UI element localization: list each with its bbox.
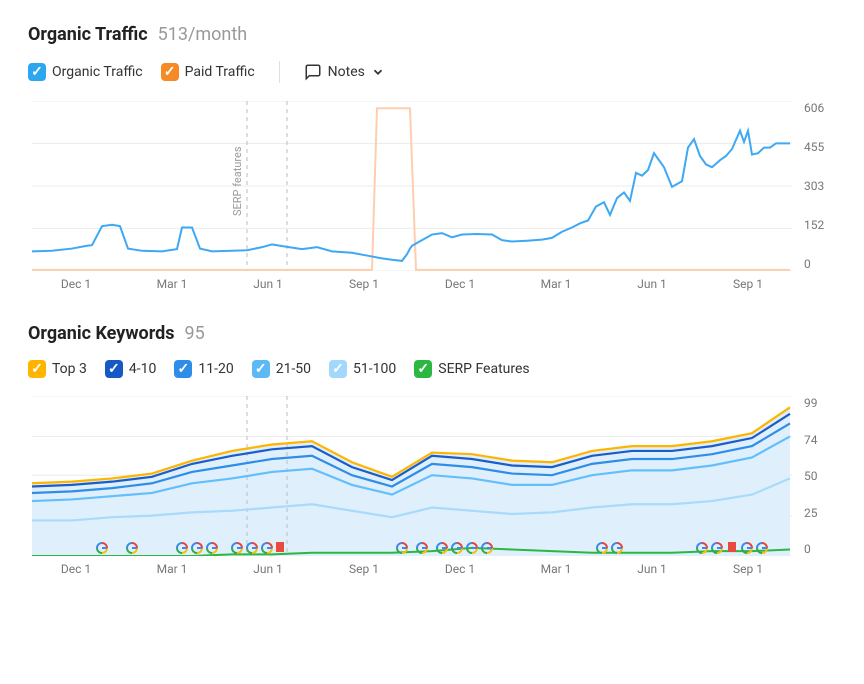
traffic-legend: ✓ Organic Traffic ✓ Paid Traffic Notes [28,61,836,83]
traffic-x-axis: Dec 1Mar 1Jun 1Sep 1Dec 1Mar 1Jun 1Sep 1 [28,277,836,291]
keywords-chart: 997450250 [28,396,836,556]
legend-r4_10[interactable]: ✓ 4-10 [105,360,156,378]
keywords-y-axis: 997450250 [796,396,836,556]
legend-label: 11-20 [198,361,233,377]
traffic-title-row: Organic Traffic 513/month [28,24,836,45]
legend-r21_50[interactable]: ✓ 21-50 [252,360,311,378]
checkbox-icon: ✓ [161,63,179,81]
checkbox-icon: ✓ [174,360,192,378]
checkbox-icon: ✓ [252,360,270,378]
legend-serp[interactable]: ✓ SERP Features [414,360,529,378]
legend-r51_100[interactable]: ✓ 51-100 [329,360,396,378]
legend-top3[interactable]: ✓ Top 3 [28,360,87,378]
traffic-value: 513/month [158,24,248,45]
checkbox-icon: ✓ [329,360,347,378]
legend-label: 4-10 [129,361,156,377]
checkbox-icon: ✓ [105,360,123,378]
legend-label: SERP Features [438,361,529,377]
legend-r11_20[interactable]: ✓ 11-20 [174,360,233,378]
notes-button[interactable]: Notes [304,63,385,81]
legend-label: Organic Traffic [52,64,143,80]
traffic-chart-svg: SERP features [28,101,796,271]
organic-keywords-section: Organic Keywords 95 ✓ Top 3 ✓ 4-10 ✓ 11-20 ✓ 21… [28,323,836,576]
legend-label: 21-50 [276,361,311,377]
svg-text:SERP features: SERP features [231,146,244,216]
keywords-title-row: Organic Keywords 95 [28,323,836,344]
keywords-x-axis: Dec 1Mar 1Jun 1Sep 1Dec 1Mar 1Jun 1Sep 1 [28,562,836,576]
checkbox-icon: ✓ [28,360,46,378]
legend-label: 51-100 [353,361,396,377]
notes-label: Notes [328,64,365,80]
organic-traffic-section: Organic Traffic 513/month ✓ Organic Traf… [28,24,836,291]
keywords-title: Organic Keywords [28,323,175,344]
legend-label: Paid Traffic [185,64,255,80]
traffic-y-axis: 6064553031520 [796,101,836,271]
checkbox-icon: ✓ [28,63,46,81]
traffic-title: Organic Traffic [28,24,148,45]
legend-organic-traffic[interactable]: ✓ Organic Traffic [28,63,143,81]
keywords-chart-svg [28,396,796,556]
notes-icon [304,63,322,81]
legend-paid-traffic[interactable]: ✓ Paid Traffic [161,63,255,81]
legend-label: Top 3 [52,361,87,377]
checkbox-icon: ✓ [414,360,432,378]
traffic-chart: SERP features 6064553031520 [28,101,836,271]
keywords-value: 95 [185,323,205,344]
chevron-down-icon [371,65,385,79]
keywords-legend: ✓ Top 3 ✓ 4-10 ✓ 11-20 ✓ 21-50 ✓ 51-100 ✓ SERP Feat… [28,360,836,378]
separator [279,61,280,83]
